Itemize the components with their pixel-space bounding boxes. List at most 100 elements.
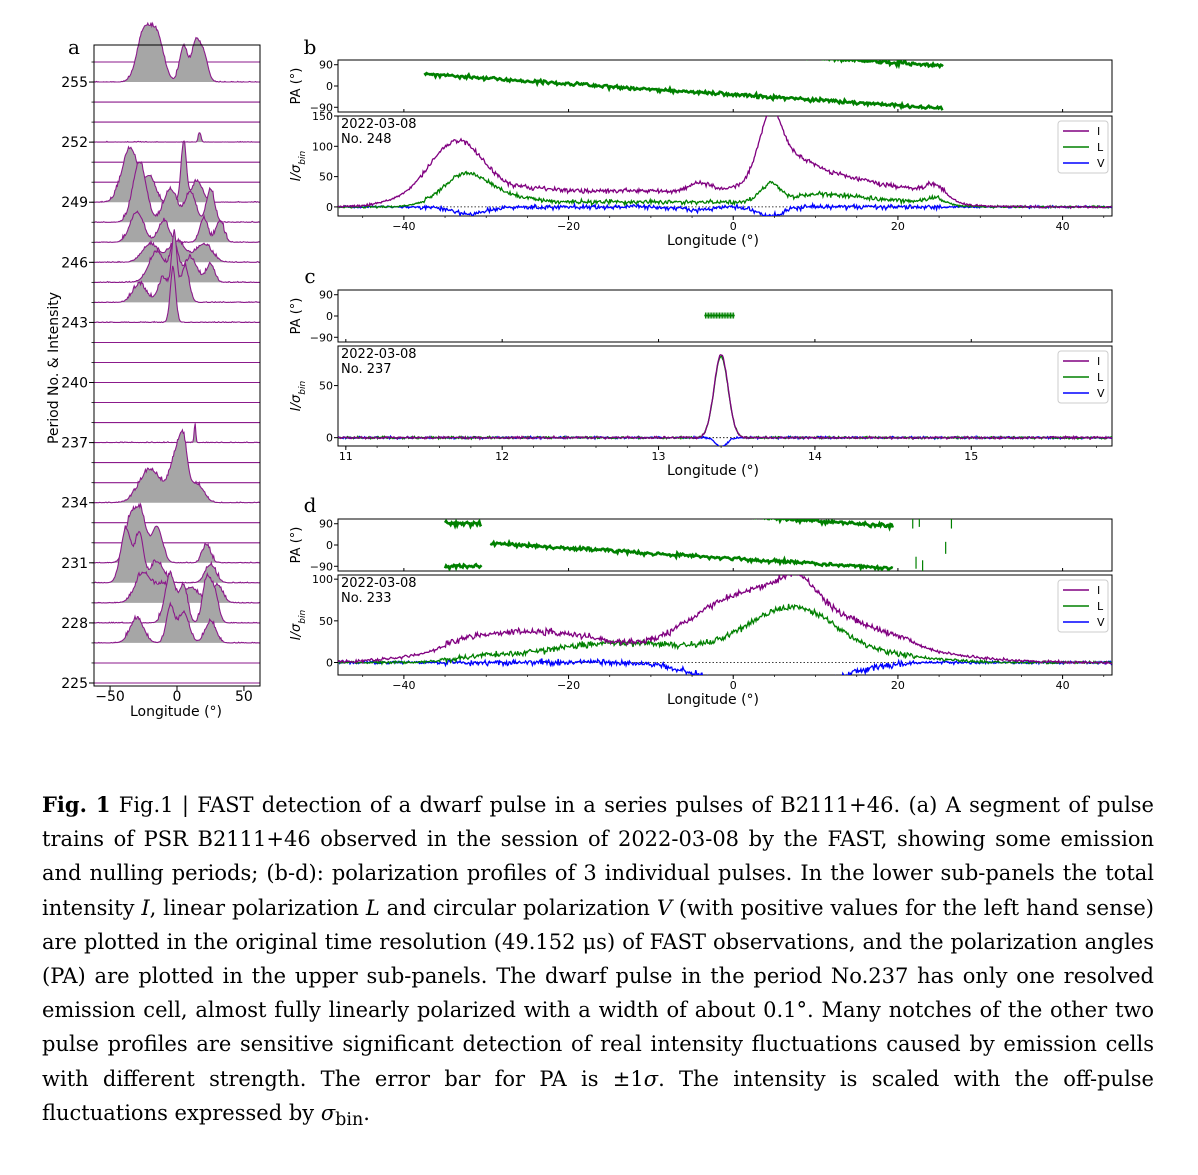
pa-tick-label: −90 bbox=[310, 331, 333, 344]
caption-text: . The intensity is scaled with the off-p… bbox=[42, 1066, 1154, 1125]
x-tick-label: −20 bbox=[557, 220, 580, 233]
panel-a-plot: 255 252 249 246 243 240 237 234 231 228 225 −50 0 50 bbox=[61, 21, 261, 705]
panel-b: b 90 0 −90 PA (°) 150 100 50 0 I/σbin −40 −20 0 20 40… bbox=[289, 35, 1113, 249]
pa-tick-label: 90 bbox=[319, 59, 333, 72]
x-tick-label: 40 bbox=[1056, 220, 1070, 233]
caption-var-sigma-bin: σ bbox=[320, 1100, 336, 1125]
intensity-tick-label: 50 bbox=[319, 380, 333, 393]
x-tick-label: −20 bbox=[557, 679, 580, 692]
legend-label-v: V bbox=[1097, 387, 1105, 400]
x-tick-label: 13 bbox=[652, 450, 666, 463]
intensity-frame bbox=[337, 345, 1113, 447]
period-trace bbox=[93, 525, 260, 584]
date-annotation: 2022-03-08 bbox=[341, 576, 417, 591]
figure-1: a 255 252 249 246 243 240 237 234 231 228 225 −50 0 5… bbox=[46, 21, 1113, 720]
period-fill bbox=[94, 211, 260, 243]
intensity-tick-label: 100 bbox=[312, 573, 333, 586]
caption-var-l: L bbox=[365, 895, 380, 920]
period-trace bbox=[94, 265, 260, 324]
intensity-tick-label: 50 bbox=[319, 615, 333, 628]
panel-d-plot: 90 0 −90 PA (°) 100 50 0 I/σbin −40 −20 0 20 40 Longi… bbox=[289, 518, 1113, 708]
panel-letter-c: c bbox=[304, 264, 315, 288]
period-trace bbox=[93, 502, 260, 564]
period-fill bbox=[94, 22, 260, 83]
period-trace bbox=[94, 428, 260, 504]
panel-c: c 90 0 −90 PA (°) 50 0 I/σbin 11 12 13 14 15 Longitu… bbox=[289, 264, 1113, 479]
x-tick-label: −40 bbox=[392, 220, 415, 233]
intensity-tick-label: 100 bbox=[312, 140, 333, 153]
x-tick-label: 14 bbox=[808, 450, 822, 463]
intensity-tick-label: 50 bbox=[319, 171, 333, 184]
period-trace bbox=[93, 21, 260, 83]
legend-label-i: I bbox=[1097, 355, 1100, 368]
period-fill bbox=[94, 525, 260, 583]
period-trace bbox=[93, 569, 260, 624]
x-tick-label: 0 bbox=[173, 689, 182, 705]
caption-var-i: I bbox=[141, 895, 150, 920]
panel-a-ylabel: Period No. & Intensity bbox=[46, 292, 62, 444]
period-fill bbox=[94, 162, 260, 223]
date-annotation: 2022-03-08 bbox=[341, 347, 417, 362]
period-fill bbox=[94, 141, 260, 203]
period-annotation: No. 233 bbox=[341, 591, 392, 606]
x-tick-label: 11 bbox=[339, 450, 353, 463]
period-trace bbox=[93, 423, 260, 444]
intensity-axis-label-sub: bin bbox=[298, 151, 308, 165]
period-label: 249 bbox=[61, 195, 88, 211]
pa-tick-label: 0 bbox=[326, 310, 333, 323]
period-trace bbox=[93, 601, 260, 644]
caption-text: . bbox=[363, 1100, 370, 1125]
period-label: 240 bbox=[61, 376, 88, 392]
caption-text: (with positive values for the left hand … bbox=[42, 895, 1154, 1091]
x-axis-label: Longitude (°) bbox=[667, 692, 759, 708]
intensity-tick-label: 150 bbox=[312, 110, 333, 123]
legend-label-v: V bbox=[1097, 157, 1105, 170]
panel-d: d 90 0 −90 PA (°) 100 50 0 I/σbin −40 −20 0 20 40 Lon… bbox=[289, 493, 1113, 708]
caption-text: Fig.1 | FAST detection of a dwarf pulse … bbox=[42, 793, 1154, 920]
period-label: 243 bbox=[61, 315, 88, 331]
period-label: 231 bbox=[61, 556, 88, 572]
pa-tick-label: −90 bbox=[310, 560, 333, 573]
intensity-axis-label: I/σbin bbox=[289, 151, 308, 182]
x-tick-label: 15 bbox=[964, 450, 978, 463]
panel-b-plot: 90 0 −90 PA (°) 150 100 50 0 I/σbin −40 −20 0 20 40 Lo… bbox=[289, 59, 1113, 249]
intensity-frame bbox=[337, 115, 1113, 217]
series-l-line bbox=[338, 603, 1112, 666]
legend-label-i: I bbox=[1097, 584, 1100, 597]
pa-tick-label: 0 bbox=[326, 539, 333, 552]
profile-traces bbox=[338, 353, 1112, 446]
pa-points bbox=[423, 60, 944, 152]
pa-curve bbox=[423, 71, 944, 111]
period-fill bbox=[94, 572, 260, 603]
legend-label-l: L bbox=[1097, 371, 1104, 384]
period-trace bbox=[93, 229, 260, 304]
panel-c-plot: 90 0 −90 PA (°) 50 0 I/σbin 11 12 13 14 15 Longitude… bbox=[289, 289, 1113, 479]
pa-tick-label: 0 bbox=[326, 80, 333, 93]
pa-axis-label: PA (°) bbox=[289, 298, 304, 335]
period-fill bbox=[94, 229, 260, 303]
x-axis-label: Longitude (°) bbox=[667, 463, 759, 479]
pa-points bbox=[704, 312, 735, 319]
period-label: 252 bbox=[61, 135, 88, 151]
x-tick-label: 20 bbox=[891, 679, 905, 692]
period-annotation: No. 237 bbox=[341, 362, 392, 377]
intensity-axis-label-sub: bin bbox=[298, 381, 308, 395]
x-tick-label: 40 bbox=[1056, 679, 1070, 692]
profile-traces bbox=[338, 116, 1112, 216]
series-i-line bbox=[338, 116, 1112, 210]
pa-tick-label: 90 bbox=[319, 518, 333, 531]
panel-letter-b: b bbox=[304, 35, 317, 59]
period-annotation: No. 248 bbox=[341, 132, 392, 147]
pa-curve bbox=[443, 519, 483, 530]
pa-axis-label: PA (°) bbox=[289, 68, 304, 105]
pa-curve bbox=[701, 519, 895, 532]
caption-text: , linear polarization bbox=[149, 895, 366, 920]
pa-curve bbox=[489, 538, 894, 571]
pa-curve bbox=[425, 116, 944, 152]
x-tick-label: 12 bbox=[495, 450, 509, 463]
pa-point bbox=[732, 314, 735, 317]
series-l-line bbox=[338, 170, 1112, 210]
pa-axis-label: PA (°) bbox=[289, 527, 304, 564]
legend-label-v: V bbox=[1097, 616, 1105, 629]
intensity-tick-label: 0 bbox=[326, 657, 333, 670]
